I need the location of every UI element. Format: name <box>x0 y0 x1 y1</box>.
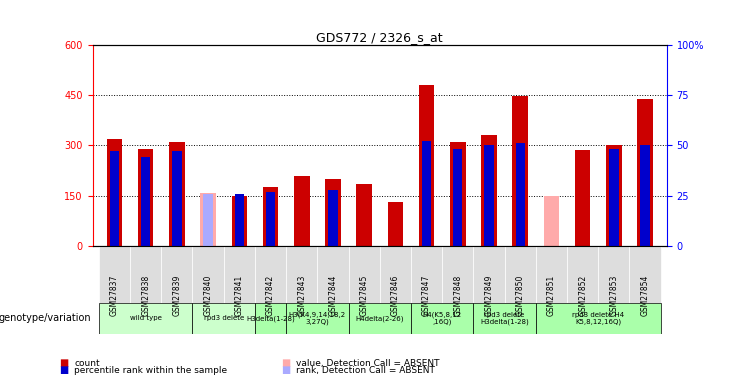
FancyBboxPatch shape <box>317 246 348 303</box>
Text: value, Detection Call = ABSENT: value, Detection Call = ABSENT <box>296 358 440 368</box>
Bar <box>328 190 338 246</box>
Text: wild type: wild type <box>130 315 162 321</box>
Bar <box>356 184 372 246</box>
Bar <box>235 194 244 246</box>
Text: GSM27847: GSM27847 <box>422 275 431 316</box>
FancyBboxPatch shape <box>99 303 193 334</box>
Bar <box>450 142 465 246</box>
Bar <box>640 146 650 246</box>
FancyBboxPatch shape <box>286 303 348 334</box>
FancyBboxPatch shape <box>411 303 473 334</box>
Text: H3(K4,9,14,18,2
3,27Q): H3(K4,9,14,18,2 3,27Q) <box>289 311 346 326</box>
Text: GSM27846: GSM27846 <box>391 275 400 316</box>
Text: rpd3 delete H4
K5,8,12,16Q): rpd3 delete H4 K5,8,12,16Q) <box>572 312 625 325</box>
Bar <box>419 85 434 246</box>
Bar <box>294 176 310 246</box>
Bar <box>169 142 185 246</box>
Text: GSM27851: GSM27851 <box>547 275 556 316</box>
Bar <box>107 139 122 246</box>
Text: rank, Detection Call = ABSENT: rank, Detection Call = ABSENT <box>296 366 435 375</box>
FancyBboxPatch shape <box>629 246 661 303</box>
Text: GSM27837: GSM27837 <box>110 275 119 316</box>
Text: genotype/variation: genotype/variation <box>0 314 91 323</box>
Text: GSM27853: GSM27853 <box>609 275 618 316</box>
Text: GSM27845: GSM27845 <box>359 275 369 316</box>
Bar <box>204 194 213 246</box>
Text: GSM27839: GSM27839 <box>173 275 182 316</box>
Bar <box>453 150 462 246</box>
FancyBboxPatch shape <box>536 303 661 334</box>
Text: GSM27844: GSM27844 <box>328 275 337 316</box>
Text: H4delta(2-26): H4delta(2-26) <box>356 315 404 322</box>
Text: GSM27841: GSM27841 <box>235 275 244 316</box>
Text: rpd3 delete: rpd3 delete <box>204 315 244 321</box>
FancyBboxPatch shape <box>224 246 255 303</box>
Text: GSM27840: GSM27840 <box>204 275 213 316</box>
Bar <box>606 146 622 246</box>
Text: H4(K5,8,12
,16Q): H4(K5,8,12 ,16Q) <box>422 311 462 326</box>
FancyBboxPatch shape <box>598 246 629 303</box>
FancyBboxPatch shape <box>162 246 193 303</box>
Bar <box>637 99 653 246</box>
Bar <box>172 152 182 246</box>
Text: GSM27854: GSM27854 <box>640 275 650 316</box>
Text: GSM27850: GSM27850 <box>516 275 525 316</box>
FancyBboxPatch shape <box>411 246 442 303</box>
FancyBboxPatch shape <box>505 246 536 303</box>
Bar <box>513 96 528 246</box>
FancyBboxPatch shape <box>130 246 162 303</box>
FancyBboxPatch shape <box>473 303 536 334</box>
FancyBboxPatch shape <box>255 246 286 303</box>
Text: ■: ■ <box>282 365 290 375</box>
Bar <box>263 187 279 246</box>
FancyBboxPatch shape <box>536 246 567 303</box>
FancyBboxPatch shape <box>255 303 286 334</box>
Text: GSM27852: GSM27852 <box>578 275 587 316</box>
Bar <box>110 152 119 246</box>
FancyBboxPatch shape <box>99 246 130 303</box>
Text: GSM27843: GSM27843 <box>297 275 306 316</box>
Bar <box>388 202 403 246</box>
FancyBboxPatch shape <box>473 246 505 303</box>
FancyBboxPatch shape <box>193 303 255 334</box>
Bar <box>141 158 150 246</box>
Bar <box>422 141 431 246</box>
FancyBboxPatch shape <box>286 246 317 303</box>
Text: GSM27848: GSM27848 <box>453 275 462 316</box>
Bar <box>516 143 525 246</box>
Bar <box>481 135 496 246</box>
Bar <box>575 150 591 246</box>
Bar <box>138 149 153 246</box>
FancyBboxPatch shape <box>348 303 411 334</box>
Bar <box>231 196 247 246</box>
Bar <box>485 146 494 246</box>
FancyBboxPatch shape <box>379 246 411 303</box>
Text: GSM27838: GSM27838 <box>142 275 150 316</box>
Bar <box>266 192 275 246</box>
Text: H3delta(1-28): H3delta(1-28) <box>246 315 295 322</box>
Text: ■: ■ <box>282 358 290 368</box>
Text: rpd3 delete
H3delta(1-28): rpd3 delete H3delta(1-28) <box>480 312 529 325</box>
Title: GDS772 / 2326_s_at: GDS772 / 2326_s_at <box>316 31 443 44</box>
FancyBboxPatch shape <box>567 246 598 303</box>
Bar <box>609 150 619 246</box>
Bar <box>325 179 341 246</box>
Text: GSM27849: GSM27849 <box>485 275 494 316</box>
FancyBboxPatch shape <box>442 246 473 303</box>
Text: ■: ■ <box>59 358 68 368</box>
Text: ■: ■ <box>59 365 68 375</box>
FancyBboxPatch shape <box>348 246 379 303</box>
Bar <box>544 196 559 246</box>
Bar <box>200 193 216 246</box>
Text: GSM27842: GSM27842 <box>266 275 275 316</box>
Text: count: count <box>74 358 100 368</box>
Text: percentile rank within the sample: percentile rank within the sample <box>74 366 227 375</box>
FancyBboxPatch shape <box>193 246 224 303</box>
